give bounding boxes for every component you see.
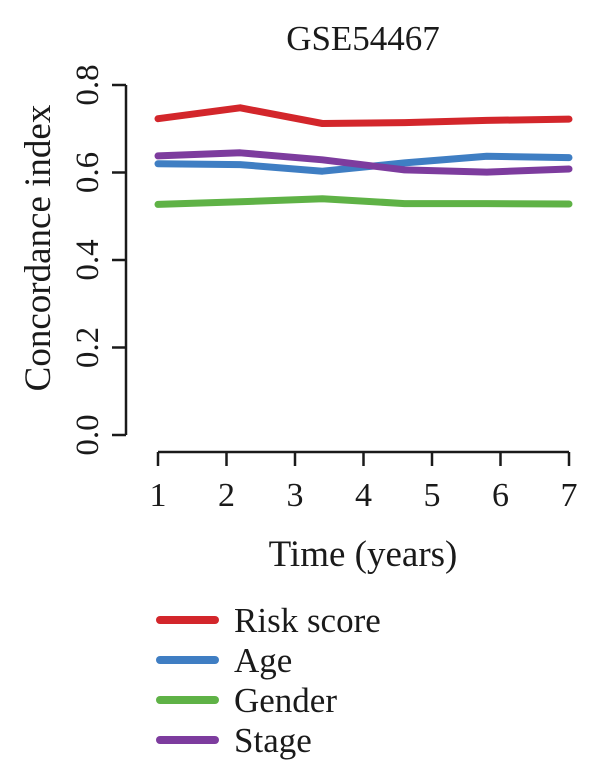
series-line-risk-score [154, 104, 573, 127]
x-tick-label: 1 [150, 477, 167, 514]
y-tick-label: 0.2 [70, 327, 106, 368]
y-axis-label: Concordance index [18, 104, 59, 391]
x-tick-label: 5 [424, 477, 441, 514]
y-tick-label: 0.0 [70, 414, 106, 455]
series-line-gender [154, 195, 573, 208]
chart-title: GSE54467 [286, 19, 440, 58]
y-tick-label: 0.4 [70, 239, 106, 280]
x-tick-label: 6 [492, 477, 509, 514]
series-line-stage [154, 149, 573, 176]
x-tick-label: 7 [561, 477, 578, 514]
x-tick-label: 3 [287, 477, 304, 514]
y-tick-label: 0.8 [70, 64, 106, 105]
y-tick-label: 0.6 [70, 152, 106, 193]
x-tick-label: 4 [355, 477, 372, 514]
x-tick-label: 2 [218, 477, 235, 514]
legend-label-gender: Gender [234, 681, 337, 720]
x-axis-label: Time (years) [269, 534, 458, 575]
legend-label-risk-score: Risk score [234, 601, 381, 640]
legend-label-age: Age [234, 641, 292, 680]
y-axis: 0.0 0.2 0.4 0.6 0.8 [70, 64, 128, 456]
series-layer [154, 104, 573, 208]
x-axis: 1 2 3 4 5 6 7 [150, 450, 578, 514]
legend-label-stage: Stage [234, 721, 312, 760]
